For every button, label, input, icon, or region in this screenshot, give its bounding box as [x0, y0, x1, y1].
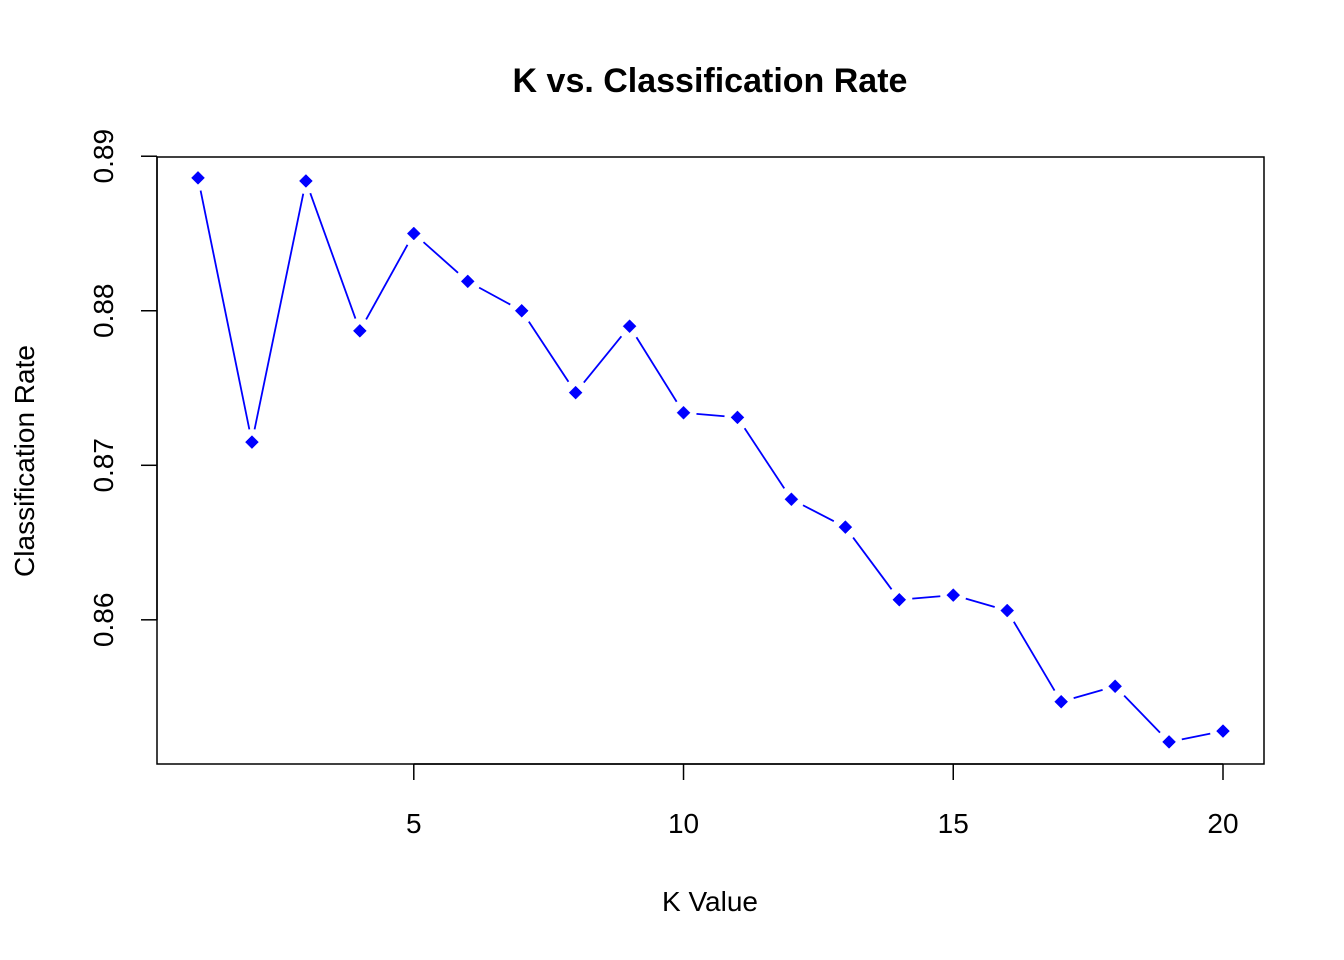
- series-line-segment: [422, 241, 459, 274]
- series-line-segment: [478, 286, 511, 306]
- series-line-segment: [1123, 694, 1161, 734]
- data-point-marker: [406, 226, 421, 241]
- series-line-segment: [583, 335, 623, 384]
- data-point-marker: [622, 319, 637, 334]
- data-point-marker: [514, 303, 529, 318]
- data-point-marker: [892, 592, 907, 607]
- x-axis-label: K Value: [662, 886, 758, 917]
- x-tick-label: 20: [1207, 808, 1238, 839]
- y-axis: 0.86 0.87 0.88 0.89: [88, 129, 158, 648]
- data-point-marker: [299, 174, 313, 188]
- series-line-segment: [802, 504, 835, 522]
- series-line-segment: [365, 244, 409, 320]
- data-point-marker: [946, 588, 961, 602]
- y-tick-label: 0.86: [88, 593, 119, 648]
- data-point-marker: [352, 323, 367, 338]
- series-line-segment: [1073, 688, 1103, 700]
- series-line-segment: [696, 412, 725, 418]
- y-tick-label: 0.88: [88, 284, 119, 339]
- chart-title: K vs. Classification Rate: [513, 62, 908, 100]
- y-tick-label: 0.87: [88, 438, 119, 493]
- y-axis-label: Classification Rate: [9, 345, 40, 577]
- data-point-marker: [1216, 724, 1230, 738]
- series-line-segment: [1013, 621, 1056, 691]
- x-tick-label: 5: [406, 808, 422, 839]
- data-point-marker: [1108, 679, 1122, 694]
- data-point-marker: [1162, 735, 1176, 749]
- series-line-segment: [635, 336, 678, 403]
- y-tick-label: 0.89: [88, 129, 119, 184]
- data-point-marker: [1054, 694, 1069, 709]
- x-tick-label: 10: [668, 808, 699, 839]
- data-point-marker: [1000, 603, 1015, 618]
- series-line-segment: [199, 190, 251, 430]
- series-line-segment: [912, 595, 941, 600]
- series-line-segment: [253, 193, 305, 430]
- data-point-marker: [568, 385, 583, 400]
- data-point-marker: [730, 410, 745, 425]
- data-point-marker: [838, 520, 853, 534]
- series-layer: [191, 171, 1230, 749]
- series-line-segment: [743, 427, 786, 489]
- series-line-segment: [1181, 732, 1211, 741]
- data-point-marker: [676, 405, 691, 420]
- series-line-segment: [309, 192, 357, 319]
- series-line-segment: [852, 537, 893, 590]
- x-tick-label: 15: [938, 808, 969, 839]
- data-point-marker: [460, 274, 475, 289]
- x-axis: 5 10 15 20: [406, 763, 1239, 839]
- data-point-marker: [784, 492, 799, 507]
- series-line-segment: [528, 321, 570, 383]
- data-point-marker: [245, 435, 259, 449]
- data-point-marker: [191, 171, 205, 185]
- series-line-segment: [965, 597, 995, 608]
